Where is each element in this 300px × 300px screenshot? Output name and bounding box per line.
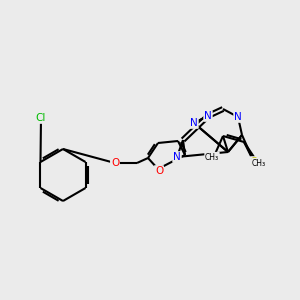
Text: S: S bbox=[251, 157, 257, 167]
Text: CH₃: CH₃ bbox=[252, 158, 266, 167]
Text: O: O bbox=[155, 166, 163, 176]
Text: N: N bbox=[204, 111, 212, 121]
Text: O: O bbox=[111, 158, 119, 168]
Text: N: N bbox=[190, 118, 198, 128]
Text: N: N bbox=[173, 152, 181, 162]
Text: Cl: Cl bbox=[36, 113, 46, 123]
Text: CH₃: CH₃ bbox=[205, 152, 219, 161]
Text: N: N bbox=[234, 112, 242, 122]
